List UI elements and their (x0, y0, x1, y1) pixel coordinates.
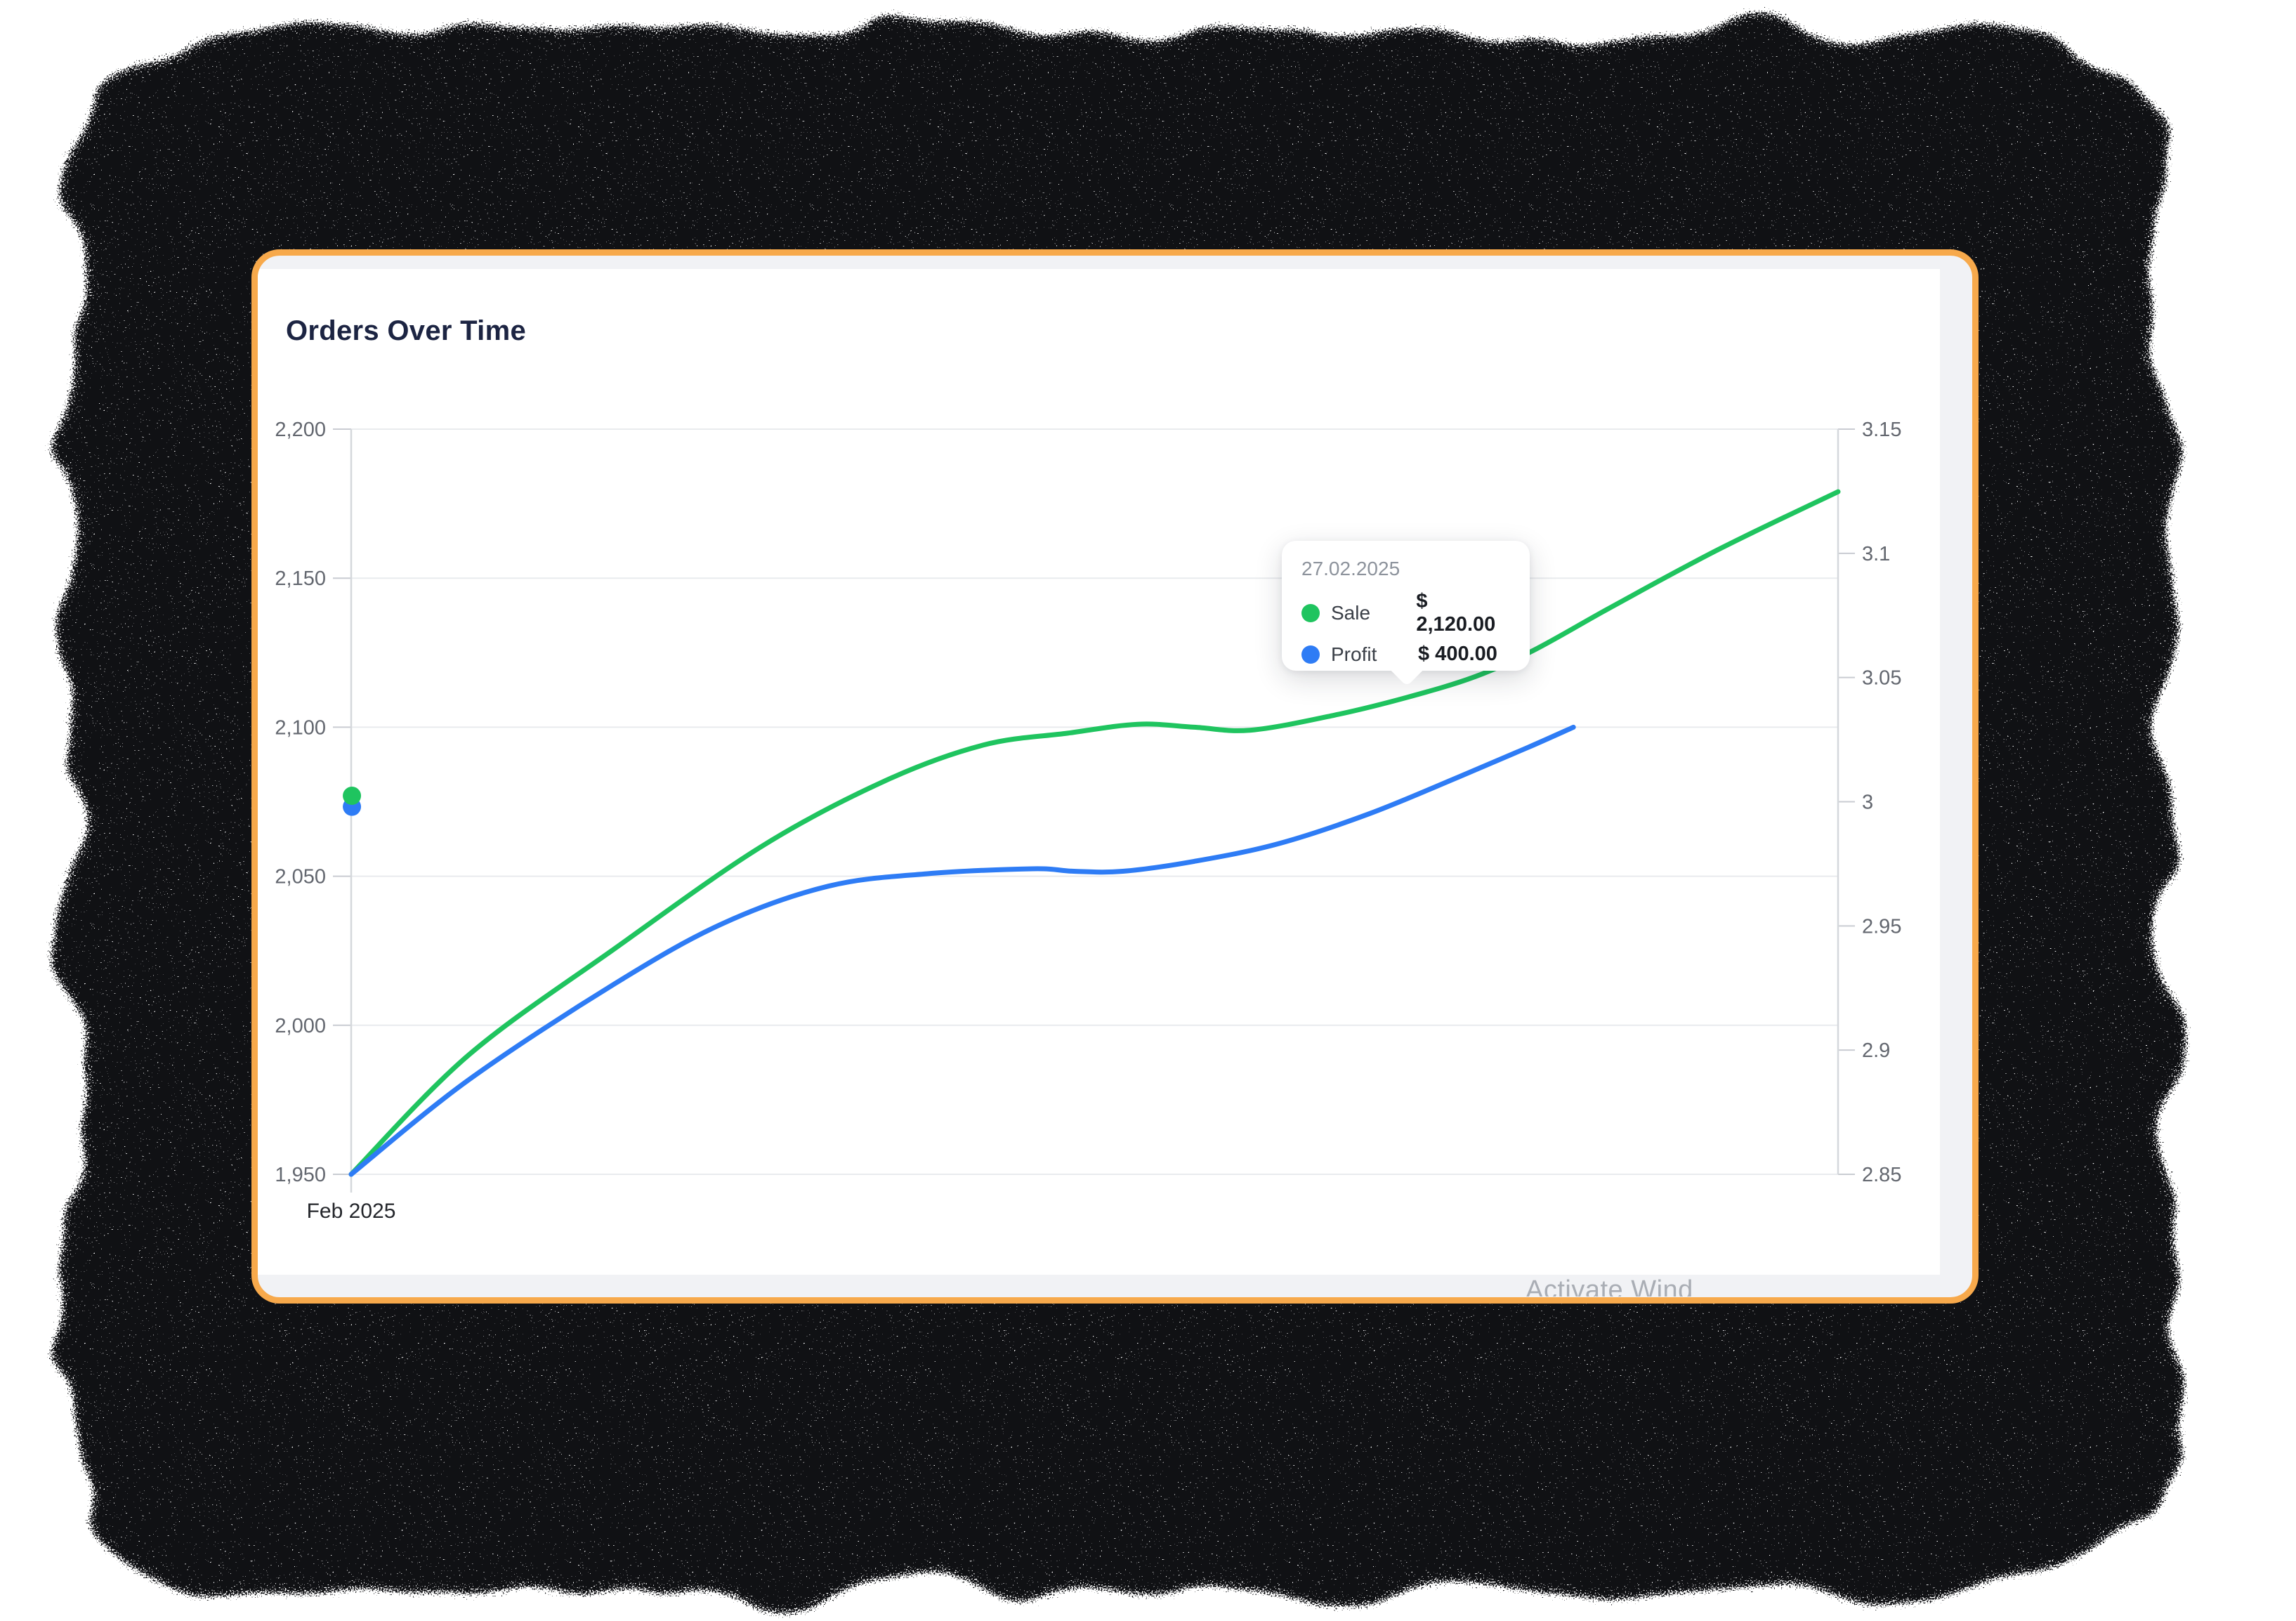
svg-text:2.9: 2.9 (1862, 1039, 1890, 1062)
orders-chart-svg[interactable]: 2,200 2,150 2,100 2,050 2,000 1,950 3.15 3.1 3.0… (258, 269, 1940, 1275)
page-title: Orders Over Time (286, 315, 527, 346)
svg-text:2.85: 2.85 (1862, 1164, 1901, 1186)
svg-text:Feb 2025: Feb 2025 (307, 1200, 396, 1223)
svg-text:3.15: 3.15 (1862, 419, 1901, 441)
svg-text:3.05: 3.05 (1862, 667, 1901, 690)
activate-windows-watermark: Activate Wind (1526, 1275, 1693, 1297)
profit-series-dot-icon (1301, 645, 1320, 664)
tooltip-row-profit: Profit $ 400.00 (1301, 643, 1510, 666)
chart-tooltip: 27.02.2025 Sale $ 2,120.00 Profit $ 400.… (1282, 541, 1530, 687)
svg-text:2.95: 2.95 (1862, 915, 1901, 938)
tooltip-date: 27.02.2025 (1301, 558, 1400, 579)
tooltip-profit-value: $ 400.00 (1418, 643, 1497, 665)
tooltip-profit-label: Profit (1331, 643, 1377, 665)
svg-text:1,950: 1,950 (275, 1164, 326, 1186)
chart-panel: Orders Over Time 2,200 2,150 2,100 2,050 2,0… (258, 269, 1940, 1275)
tooltip-sale-value: $ 2,120.00 (1416, 590, 1496, 636)
svg-text:2,150: 2,150 (275, 567, 326, 590)
svg-text:3.1: 3.1 (1862, 543, 1890, 565)
sale-series-dot-icon (1301, 604, 1320, 622)
tooltip-row-sale: Sale $ 2,120.00 (1301, 590, 1510, 636)
orders-window-card: Orders Over Time 2,200 2,150 2,100 2,050 2,0… (251, 249, 1979, 1304)
svg-text:2,100: 2,100 (275, 716, 326, 739)
svg-text:2,000: 2,000 (275, 1015, 326, 1037)
svg-text:2,050: 2,050 (275, 866, 326, 888)
svg-text:2,200: 2,200 (275, 419, 326, 441)
tooltip-sale-label: Sale (1331, 602, 1371, 624)
svg-text:3: 3 (1862, 792, 1873, 814)
